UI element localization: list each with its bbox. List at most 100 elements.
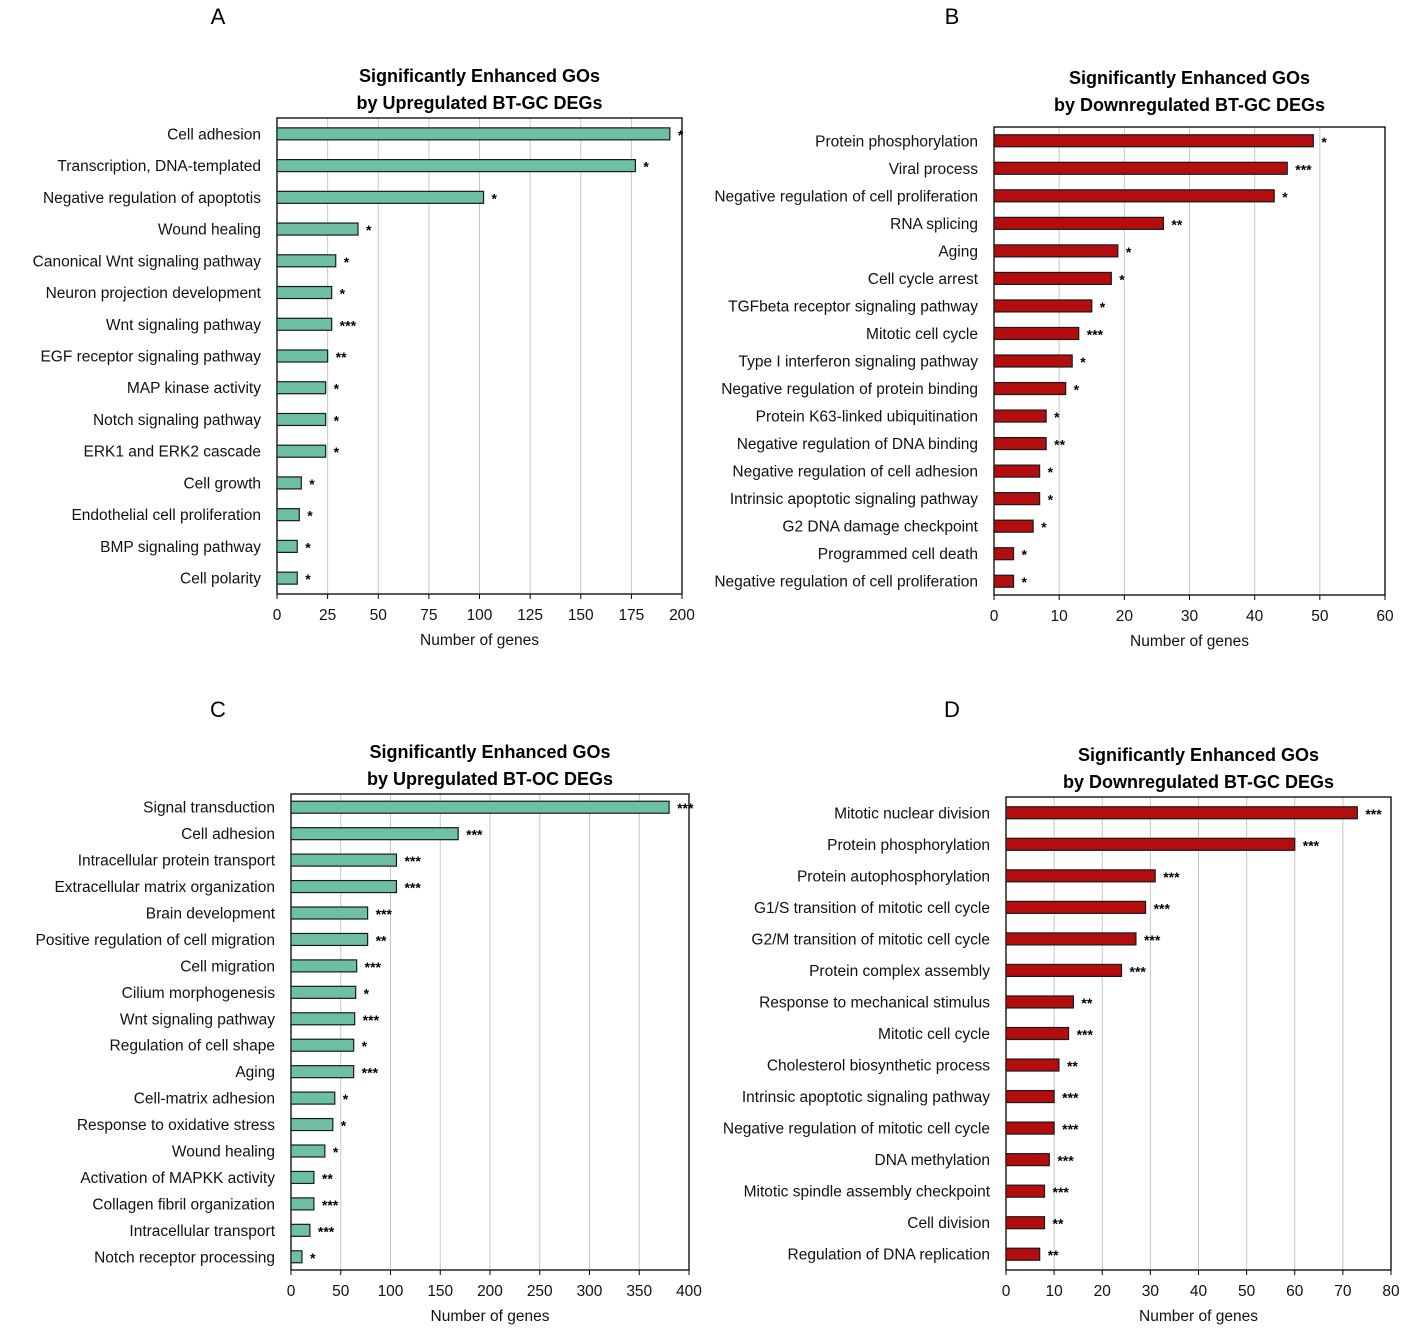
category-label: Negative regulation of cell proliferatio… [714,188,978,205]
significance-label: *** [466,827,483,843]
bar [993,354,1073,368]
category-label: Activation of MAPKK activity [80,1170,275,1187]
bar [290,1117,334,1132]
bar [1005,1026,1070,1041]
significance-label: *** [365,959,382,975]
category-label: Protein phosphorylation [827,837,990,854]
x-tick-label: 40 [1246,608,1264,625]
bar [290,1012,356,1026]
bar [993,547,1015,561]
x-tick-label: 100 [378,1283,404,1300]
significance-label: *** [376,906,393,922]
bar [290,1038,355,1052]
bar [290,906,369,920]
significance-label: * [364,985,370,1001]
significance-label: ** [376,932,387,948]
bar [1005,1184,1046,1198]
panel-letter: A [211,4,226,29]
bar [1005,806,1358,820]
category-label: Cell division [907,1215,990,1232]
bar [1005,995,1074,1009]
x-tick-label: 50 [370,607,388,624]
significance-label: * [366,222,372,238]
bar [290,879,398,894]
x-tick-label: 20 [1116,608,1134,625]
x-tick-label: 150 [568,607,594,624]
significance-label: *** [1303,837,1320,853]
x-tick-label: 75 [420,607,437,624]
category-label: Cell cycle arrest [868,271,979,288]
significance-label: * [1022,547,1028,563]
category-label: Wnt signaling pathway [120,1011,275,1028]
chart-panel-a: A Significantly Enhanced GOs by Upregulate… [33,4,696,649]
bar [276,539,298,554]
x-tick-label: 0 [287,1283,296,1300]
category-label: ERK1 and ERK2 cascade [84,444,262,461]
category-label: Aging [938,243,978,260]
significance-label: * [310,1250,316,1266]
bar [276,508,300,522]
x-tick-label: 60 [1376,608,1394,625]
significance-label: *** [363,1012,380,1028]
x-tick-label: 60 [1286,1283,1304,1300]
category-label: Wound healing [172,1144,275,1161]
category-label: Mitotic cell cycle [878,1026,990,1043]
significance-label: * [334,444,340,460]
significance-label: ** [1067,1058,1078,1074]
panel-letter: C [210,697,226,722]
bar [993,326,1080,341]
category-label: Cell migration [180,958,275,975]
significance-label: *** [1144,932,1161,948]
chart-panel-c: C Significantly Enhanced GOs by Upregulate… [35,697,702,1325]
significance-label: ** [1081,995,1092,1011]
bar [1005,1247,1041,1261]
bar [290,959,358,973]
bar [290,1065,355,1079]
x-tick-label: 80 [1382,1283,1400,1300]
bar [1005,1058,1060,1072]
chart-panel-b: B Significantly Enhanced GOs by Downregula… [714,4,1394,650]
significance-label: ** [1054,437,1065,453]
bar [276,571,298,585]
category-label: Mitotic spindle assembly checkpoint [744,1184,991,1201]
significance-label: * [343,1091,349,1107]
category-label: Aging [235,1064,275,1081]
category-label: BMP signaling pathway [100,539,261,556]
significance-label: ** [1048,1247,1059,1263]
significance-label: * [1100,299,1106,315]
chart-title-line-1: Significantly Enhanced GOs [1069,68,1310,88]
bar [1005,963,1123,978]
category-label: Wound healing [158,222,261,239]
bar [290,1170,315,1185]
category-label: Mitotic cell cycle [866,326,978,343]
x-axis-label: Number of genes [420,632,539,649]
significance-label: * [362,1038,368,1054]
bar [290,1144,326,1158]
significance-label: * [333,1144,339,1160]
bar [290,800,670,814]
x-tick-label: 200 [477,1283,503,1300]
significance-label: * [678,127,684,143]
bar [993,161,1288,175]
bar [993,436,1047,451]
category-label: Cell adhesion [167,126,261,143]
significance-label: * [1074,382,1080,398]
category-label: Intracellular protein transport [78,853,276,870]
chart-title-line-1: Significantly Enhanced GOs [359,66,600,86]
category-label: Negative regulation of cell proliferatio… [714,574,978,591]
x-tick-label: 175 [618,607,644,624]
bar [276,285,333,300]
bar [993,134,1314,148]
chart-title-line-2: by Upregulated BT-GC DEGs [356,93,602,113]
significance-label: * [1321,134,1327,150]
bar [993,299,1093,313]
bar [290,853,398,867]
bar [993,216,1165,230]
bar [993,381,1067,396]
significance-label: *** [322,1197,339,1213]
category-label: Negative regulation of mitotic cell cycl… [723,1121,990,1138]
category-label: Extracellular matrix organization [54,879,275,896]
x-tick-label: 300 [577,1283,603,1300]
significance-label: * [334,381,340,397]
significance-label: *** [1130,963,1147,979]
